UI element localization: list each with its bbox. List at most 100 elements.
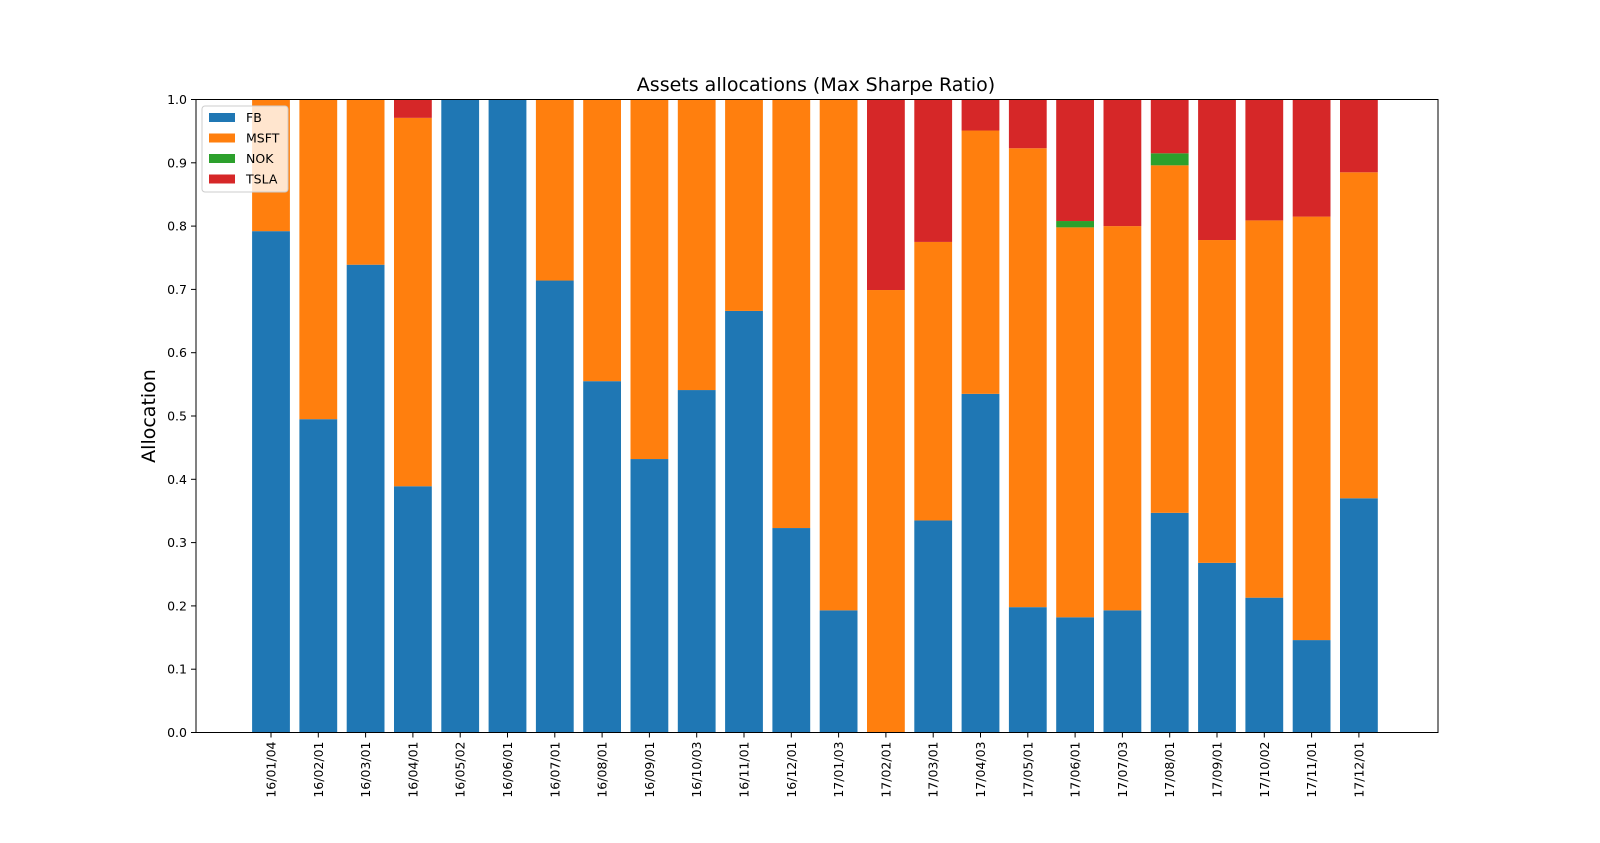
chart-title: Assets allocations (Max Sharpe Ratio) (637, 74, 995, 96)
legend-label-msft: MSFT (246, 131, 280, 146)
legend-label-fb: FB (246, 110, 262, 125)
bar-tsla-15 (961, 99, 1000, 131)
x-tick-label: 17/07/03 (1115, 742, 1130, 798)
bar-tsla-18 (1103, 99, 1142, 227)
bar-fb-2 (346, 264, 385, 733)
x-tick-label: 17/10/02 (1257, 742, 1272, 798)
bars-group (252, 99, 1378, 733)
x-tick-label: 17/05/01 (1020, 742, 1035, 798)
bar-fb-22 (1292, 640, 1331, 733)
y-tick-label: 0.1 (167, 662, 187, 677)
bar-tsla-3 (394, 99, 432, 118)
bar-fb-5 (488, 99, 527, 733)
bar-fb-4 (441, 99, 480, 733)
bar-msft-11 (772, 99, 811, 529)
bar-fb-17 (1056, 617, 1094, 733)
y-axis-ticks: 0.0 0.1 0.2 0.3 0.4 0.5 0.6 0.7 0.8 0.9 1.0 (167, 92, 196, 740)
bar-msft-7 (583, 99, 621, 382)
bar-msft-1 (299, 99, 338, 420)
bar-msft-8 (630, 99, 669, 460)
bar-fb-21 (1245, 597, 1284, 733)
bar-msft-14 (914, 241, 953, 521)
legend-swatch-fb (209, 113, 235, 122)
bar-fb-14 (914, 520, 953, 733)
legend: FB MSFT NOK TSLA (201, 105, 289, 193)
bar-msft-23 (1340, 172, 1378, 499)
bar-tsla-23 (1340, 99, 1378, 173)
bar-fb-23 (1340, 498, 1378, 733)
x-tick-label: 16/11/01 (737, 742, 752, 798)
x-tick-label: 16/05/02 (453, 742, 468, 798)
x-tick-label: 17/11/01 (1304, 742, 1319, 798)
y-tick-label: 0.7 (167, 282, 187, 297)
bar-fb-15 (961, 393, 1000, 733)
x-axis-ticks: 16/01/04 16/02/01 16/03/01 16/04/01 16/05/02… (264, 732, 1366, 798)
x-tick-label: 16/09/01 (642, 742, 657, 798)
y-tick-label: 0.2 (167, 598, 187, 613)
x-tick-label: 16/07/01 (547, 742, 562, 798)
legend-label-nok: NOK (246, 151, 274, 166)
bar-fb-10 (725, 310, 763, 733)
bar-fb-19 (1150, 512, 1189, 733)
x-tick-label: 17/06/01 (1068, 742, 1083, 798)
bar-msft-9 (677, 99, 716, 391)
bar-msft-18 (1103, 226, 1142, 611)
bar-msft-15 (961, 130, 1000, 394)
x-tick-label: 17/01/03 (831, 742, 846, 798)
y-tick-label: 0.0 (167, 725, 187, 740)
bar-tsla-21 (1245, 99, 1284, 221)
y-tick-label: 0.5 (167, 409, 187, 424)
x-tick-label: 16/12/01 (784, 742, 799, 798)
bar-fb-11 (772, 528, 811, 733)
bar-nok-19 (1150, 153, 1189, 166)
plot-frame (195, 99, 1439, 733)
legend-swatch-tsla (209, 174, 235, 184)
x-tick-label: 16/06/01 (500, 742, 515, 798)
x-tick-label: 16/01/04 (264, 741, 279, 797)
x-tick-label: 17/04/03 (973, 742, 988, 798)
bar-msft-22 (1292, 216, 1331, 641)
bar-nok-17 (1056, 221, 1094, 228)
bar-msft-13 (867, 290, 905, 733)
bar-fb-18 (1103, 610, 1142, 733)
bar-fb-12 (819, 610, 858, 733)
bar-tsla-14 (914, 99, 953, 242)
bar-msft-10 (725, 99, 763, 311)
y-tick-label: 1.0 (167, 92, 187, 107)
x-tick-label: 16/02/01 (311, 742, 326, 798)
bar-msft-19 (1150, 165, 1189, 513)
x-tick-label: 17/03/01 (926, 742, 941, 798)
bar-tsla-13 (867, 99, 905, 291)
bar-fb-16 (1008, 607, 1047, 733)
bar-msft-17 (1056, 227, 1094, 618)
bar-fb-6 (535, 280, 574, 733)
x-tick-label: 16/08/01 (595, 742, 610, 798)
bar-msft-12 (819, 99, 858, 611)
bar-fb-8 (630, 459, 669, 733)
bar-fb-3 (394, 486, 432, 733)
legend-swatch-nok (209, 154, 235, 163)
y-tick-label: 0.9 (167, 155, 187, 170)
y-tick-label: 0.4 (167, 472, 187, 487)
bar-fb-0 (252, 231, 290, 733)
y-axis-label: Allocation (138, 369, 160, 463)
x-tick-label: 17/12/01 (1351, 742, 1366, 798)
bar-tsla-20 (1198, 99, 1236, 241)
legend-label-tsla: TSLA (245, 172, 278, 187)
y-tick-label: 0.6 (167, 345, 187, 360)
bar-msft-6 (535, 99, 574, 281)
x-tick-label: 17/08/01 (1162, 742, 1177, 798)
bar-msft-20 (1198, 240, 1236, 563)
bar-msft-21 (1245, 220, 1284, 598)
x-tick-label: 17/09/01 (1210, 742, 1225, 798)
bar-tsla-17 (1056, 99, 1094, 222)
bar-tsla-16 (1008, 99, 1047, 149)
bar-msft-2 (346, 99, 385, 265)
legend-swatch-msft (209, 133, 235, 143)
x-tick-label: 16/03/01 (358, 742, 373, 798)
x-tick-label: 16/04/01 (405, 742, 420, 798)
y-tick-label: 0.3 (167, 535, 187, 550)
bar-msft-3 (394, 117, 432, 487)
bar-msft-16 (1008, 148, 1047, 608)
